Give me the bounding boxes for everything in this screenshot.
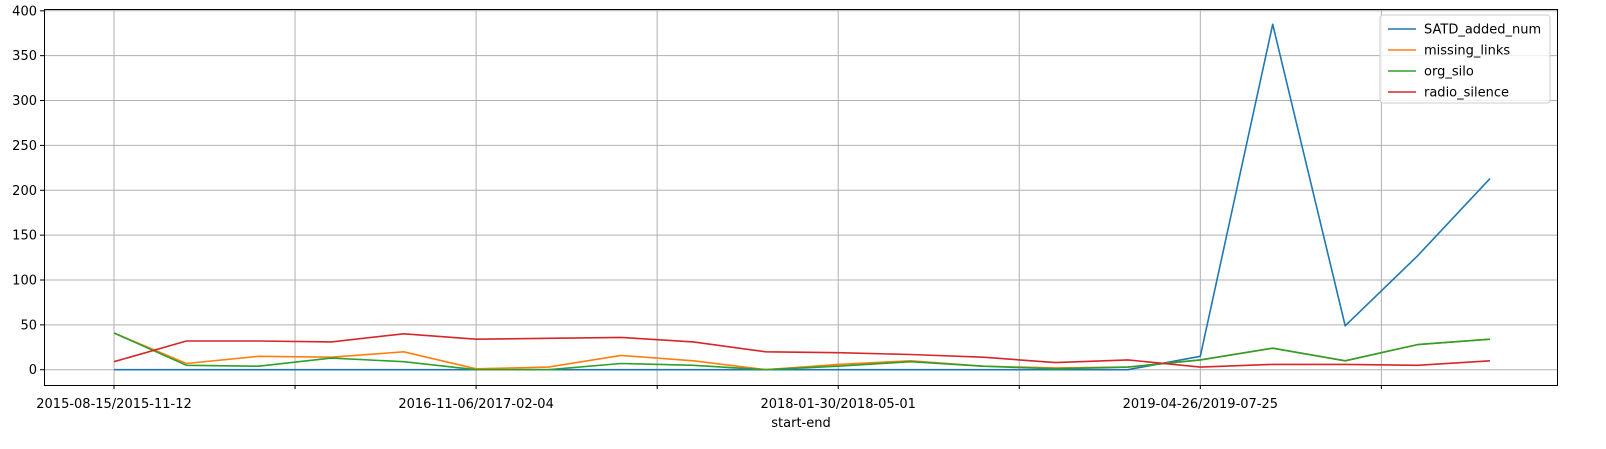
series-line-radio-silence (113, 332, 1491, 368)
x-tick-label: 2018-01-30/2018-05-01 (760, 397, 915, 412)
y-axis: 0 50 100 150 200 250 300 350 400 (12, 4, 44, 378)
grid (44, 9, 1557, 385)
y-tick-label: 400 (12, 4, 37, 19)
legend-box (1379, 14, 1551, 104)
y-tick-label: 0 (29, 363, 37, 378)
plot-frame (44, 9, 1558, 386)
y-tick-label: 150 (12, 229, 37, 244)
x-tick-label: 2015-08-15/2015-11-12 (36, 397, 191, 412)
x-tick-label: 2016-11-06/2017-02-04 (398, 397, 553, 412)
legend-label: missing_links (1424, 44, 1510, 59)
legend: SATD_added_num missing_links org_siloradio… (1379, 14, 1551, 104)
series-lines (113, 23, 1491, 371)
y-tick-label: 350 (12, 49, 37, 64)
y-tick-label: 50 (20, 318, 37, 333)
legend-label: org_silo (1424, 65, 1474, 80)
x-axis: 2015-08-15/2015-11-12 2016-11-06/2017-02-… (36, 385, 1382, 412)
x-tick-label: 2019-04-26/2019-07-25 (1123, 397, 1278, 412)
y-tick-label: 300 (12, 94, 37, 109)
y-tick-label: 250 (12, 139, 37, 154)
y-tick-label: 200 (12, 184, 37, 199)
y-tick-label: 100 (12, 274, 37, 289)
legend-label: radio_silence (1424, 86, 1509, 101)
series-line-satd-added-num (114, 23, 1491, 371)
legend-label: SATD_added_num (1424, 23, 1541, 38)
series-line-org-silo (113, 332, 1491, 371)
x-axis-label: start-end (771, 416, 830, 431)
